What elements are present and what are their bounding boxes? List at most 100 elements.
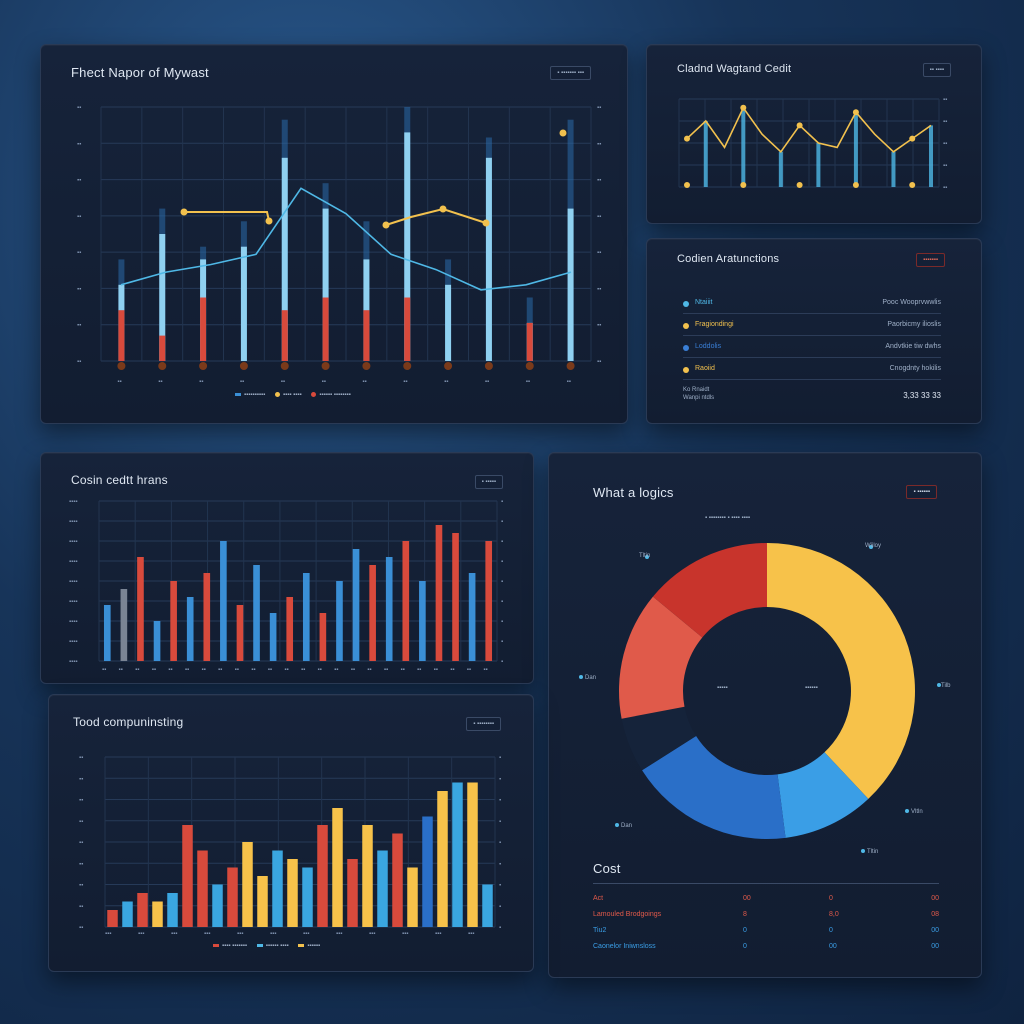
bar	[153, 621, 161, 661]
bar	[336, 581, 343, 661]
pie-slice	[621, 706, 697, 771]
bar-marker	[525, 362, 534, 370]
panel-badge[interactable]: ▪▪▪▪▪▪▪	[916, 253, 945, 267]
bar	[107, 910, 118, 927]
bar	[703, 121, 708, 187]
bar	[159, 234, 166, 361]
cost-name: Act	[593, 895, 604, 902]
donut-label: Tilb	[941, 683, 951, 689]
bar	[253, 565, 260, 661]
cost-a: 0	[743, 927, 747, 934]
bar	[332, 808, 343, 927]
list-item[interactable]: Ntaiiit Pooc Wooprvwwlis	[683, 297, 941, 314]
x-tick-label: ▪▪▪	[105, 931, 111, 937]
y-tick-label: ▪▪	[79, 819, 83, 825]
label-dot	[615, 823, 619, 827]
panel-badge[interactable]: ▪▪ ▪▪▪▪	[922, 63, 951, 77]
x-tick-label: ▪▪	[362, 379, 366, 385]
data-point	[909, 182, 916, 188]
x-tick-label: ▪▪	[201, 667, 205, 673]
panel-donut-chart: What a logics ▪ ▪▪▪▪▪▪ ▪ ▪▪▪▪▪▪▪▪ ▪ ▪▪▪▪…	[548, 452, 982, 978]
x-tick-label: ▪▪▪	[402, 931, 408, 937]
x-tick-label: ▪▪	[434, 667, 438, 673]
y-tick-label: ▪	[501, 619, 503, 625]
label-dot	[645, 555, 649, 559]
panel-badge[interactable]: ▪ ▪▪▪▪▪▪▪ ▪▪▪	[550, 66, 591, 80]
bar	[118, 310, 125, 361]
panel-title: Cladnd Wagtand Cedit	[677, 63, 792, 75]
list-item-value: Cnogdnty hokilis	[889, 365, 941, 372]
y-tick-label: ▪▪	[943, 97, 947, 103]
bar-marker	[321, 362, 330, 370]
label-dot	[905, 809, 909, 813]
y-tick-label: ▪▪	[597, 323, 601, 329]
x-tick-label: ▪▪	[168, 667, 172, 673]
data-point	[852, 109, 859, 116]
x-tick-label: ▪▪	[102, 667, 106, 673]
table-row: Caonelor Iniwnsloss 0 00 00	[593, 941, 939, 955]
label-dot	[579, 675, 583, 679]
bar	[362, 825, 373, 927]
bar-marker	[117, 362, 126, 370]
chart-legend: ▪▪▪▪ ▪▪▪▪▪▪▪ ▪▪▪▪▪▪ ▪▪▪▪ ▪▪▪▪▪▪	[205, 943, 320, 949]
bar-chart-svg: ▪▪ ▪▪ ▪▪ ▪▪ ▪▪ ▪▪ ▪▪ ▪▪ ▪▪ ▪▪ ▪▪ ▪▪ ▪▪ ▪▪ ▪▪ ▪▪ ▪▪ ▪▪ ▪▪ ▪▪…	[69, 499, 503, 673]
y-tick-label: ▪	[501, 519, 503, 525]
bar	[891, 151, 896, 187]
y-tick-label: ▪▪	[79, 883, 83, 889]
bar	[281, 157, 288, 361]
bar-marker	[362, 362, 371, 370]
bar	[122, 901, 133, 927]
bar	[377, 850, 388, 927]
footer-label: Ko Rnaidt	[683, 387, 710, 393]
x-tick-label: ▪▪	[301, 667, 305, 673]
y-tick-label: ▪▪	[597, 178, 601, 184]
panel-list: Codien Aratunctions ▪▪▪▪▪▪▪ Ntaiiit Pooc …	[646, 238, 982, 424]
y-tick-label: ▪▪	[77, 178, 81, 184]
panel-badge[interactable]: ▪ ▪▪▪▪▪▪▪▪	[466, 717, 501, 731]
y-tick-label: ▪▪	[77, 250, 81, 256]
list-item[interactable]: Fragiondingi Paorbicmy ilioslis	[683, 319, 941, 336]
bar	[369, 565, 376, 661]
panel-main-chart: Fhect Napor of Mywast ▪ ▪▪▪▪▪▪▪ ▪▪▪ ▪▪ ▪▪…	[40, 44, 628, 424]
bar	[159, 335, 166, 361]
y-tick-label: ▪▪	[597, 286, 601, 292]
bar	[287, 859, 298, 927]
donut-label: Tltin	[867, 849, 879, 855]
donut-svg	[579, 543, 941, 853]
y-tick-label: ▪	[499, 861, 501, 867]
cost-b: 0	[829, 895, 833, 902]
list-item-label: Ntaiiit	[695, 299, 713, 306]
bar	[422, 816, 433, 927]
y-tick-label: ▪▪▪▪	[69, 519, 78, 525]
bar	[281, 310, 288, 361]
x-tick-label: ▪▪	[235, 667, 239, 673]
list-item-label: Fragiondingi	[695, 321, 734, 328]
table-row: Tiu2 0 0 00	[593, 925, 939, 939]
bar	[404, 132, 411, 361]
series-line-yellow	[184, 211, 270, 222]
bar	[317, 825, 328, 927]
panel-badge[interactable]: ▪ ▪▪▪▪▪	[474, 475, 503, 489]
panel-badge[interactable]: ▪ ▪▪▪▪▪▪	[906, 485, 937, 499]
pie-slice	[767, 543, 915, 799]
bar-marker	[444, 362, 453, 370]
x-tick-label: ▪▪	[417, 667, 421, 673]
x-tick-label: ▪▪	[152, 667, 156, 673]
panel-title: Tood compuninsting	[73, 715, 184, 729]
list-item[interactable]: Raoiid Cnogdnty hokilis	[683, 363, 941, 380]
y-tick-label: ▪▪	[943, 185, 947, 191]
y-tick-label: ▪	[499, 925, 501, 931]
pie-slice	[652, 543, 767, 638]
bar	[407, 867, 418, 927]
list-item[interactable]: Loddolis Andvtkie tiw dwhs	[683, 341, 941, 358]
x-tick-label: ▪▪	[384, 667, 388, 673]
bar	[103, 605, 111, 661]
x-tick-label: ▪▪▪	[237, 931, 243, 937]
x-tick-label: ▪▪	[281, 379, 285, 385]
bar-marker	[199, 362, 208, 370]
cost-a: 00	[743, 895, 751, 902]
bar-chart-2-svg: ▪▪ ▪▪▪ ▪▪▪ ▪▪▪ ▪▪▪ ▪▪▪ ▪▪▪ ▪▪▪ ▪▪▪ ▪▪▪▪ ▪▪▪ ▪▪▪ ▪▪▪ ▪…	[79, 755, 501, 937]
line-chart-svg: ▪▪ ▪▪ ▪▪ ▪▪ ▪▪	[678, 97, 947, 191]
bar	[286, 597, 294, 661]
pie-slice	[619, 596, 703, 719]
